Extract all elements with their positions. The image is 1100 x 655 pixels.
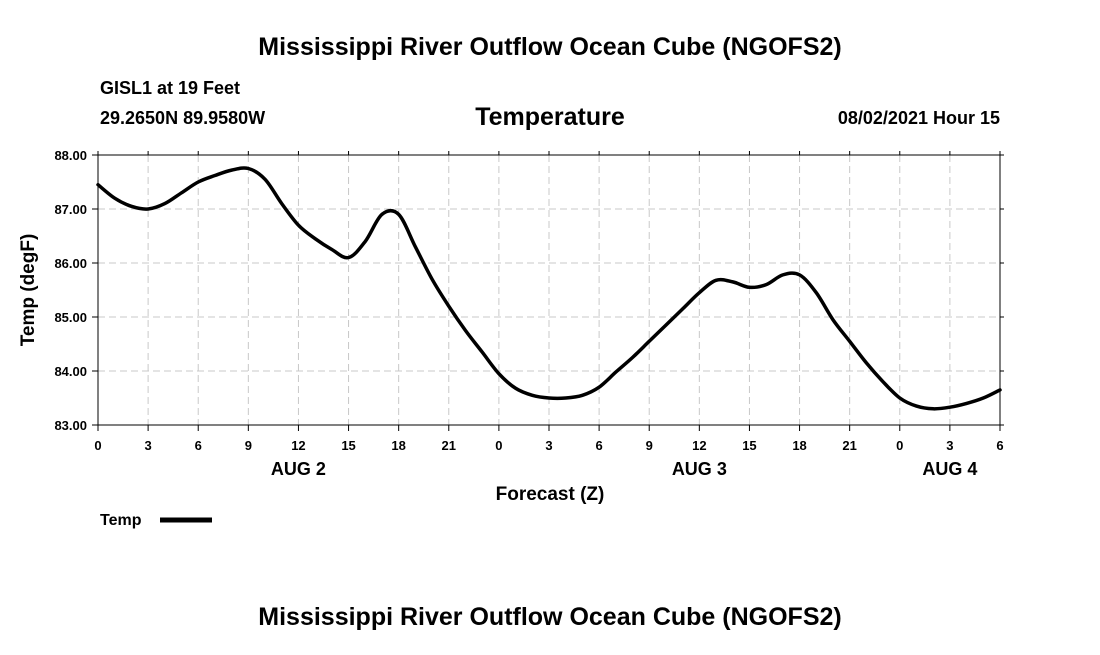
y-axis-label: Temp (degF) <box>18 234 39 347</box>
y-tick-label: 85.00 <box>54 310 87 325</box>
x-tick-label: 0 <box>495 438 502 453</box>
date-label: AUG 3 <box>672 459 727 479</box>
x-tick-label: 3 <box>946 438 953 453</box>
x-tick-label: 3 <box>144 438 151 453</box>
date-label: AUG 2 <box>271 459 326 479</box>
legend-label: Temp <box>100 512 142 529</box>
footer-title: Mississippi River Outflow Ocean Cube (NG… <box>258 603 841 631</box>
x-tick-label: 6 <box>195 438 202 453</box>
x-tick-label: 9 <box>245 438 252 453</box>
x-tick-label: 6 <box>595 438 602 453</box>
legend: Temp <box>100 512 212 529</box>
x-tick-label: 18 <box>792 438 806 453</box>
y-tick-label: 84.00 <box>54 364 87 379</box>
x-tick-label: 15 <box>341 438 355 453</box>
station-label: GISL1 at 19 Feet <box>100 78 240 98</box>
x-tick-label: 6 <box>996 438 1003 453</box>
date-labels: AUG 2 AUG 3 AUG 4 <box>271 459 977 479</box>
x-tick-label: 9 <box>646 438 653 453</box>
x-tick-label: 12 <box>291 438 305 453</box>
x-axis-ticks: 0 3 6 9 12 15 18 21 0 3 6 9 12 15 18 21 0 3 6 <box>94 151 1004 453</box>
y-axis-ticks: 83.00 84.00 85.00 86.00 87.00 88.00 <box>54 148 1004 433</box>
grid <box>98 155 1000 425</box>
x-tick-label: 21 <box>442 438 456 453</box>
x-tick-label: 21 <box>842 438 856 453</box>
timestamp-label: 08/02/2021 Hour 15 <box>838 108 1000 128</box>
series-group <box>96 166 1002 411</box>
chart-title: Mississippi River Outflow Ocean Cube (NG… <box>258 33 841 61</box>
y-tick-label: 86.00 <box>54 256 87 271</box>
y-tick-label: 88.00 <box>54 148 87 163</box>
location-label: 29.2650N 89.9580W <box>100 108 265 128</box>
x-tick-label: 18 <box>391 438 405 453</box>
y-tick-label: 83.00 <box>54 418 87 433</box>
x-axis-label: Forecast (Z) <box>496 484 605 505</box>
x-tick-label: 15 <box>742 438 756 453</box>
date-label: AUG 4 <box>922 459 977 479</box>
chart-subtitle: Temperature <box>475 103 625 131</box>
x-tick-label: 3 <box>545 438 552 453</box>
x-tick-label: 0 <box>94 438 101 453</box>
x-tick-label: 0 <box>896 438 903 453</box>
temp-series-line <box>96 166 1002 411</box>
x-tick-label: 12 <box>692 438 706 453</box>
y-tick-label: 87.00 <box>54 202 87 217</box>
